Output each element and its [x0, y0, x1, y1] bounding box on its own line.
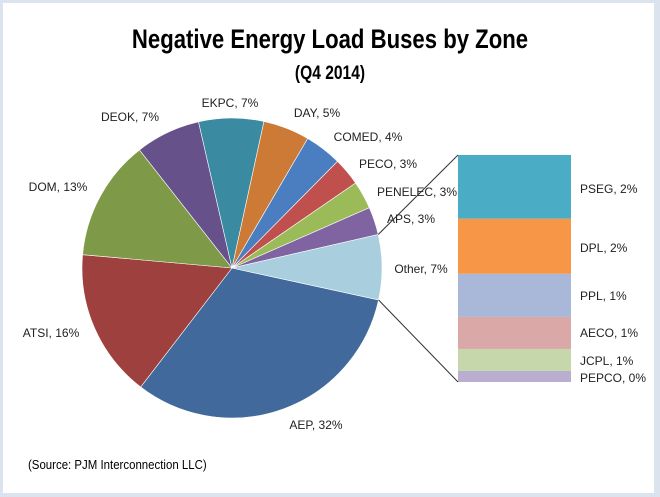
data-label-day: DAY, 5%: [294, 106, 341, 120]
bar-segment-jcpl: [458, 348, 571, 371]
pie-slice-other: [231, 234, 383, 301]
data-label-peco: PECO, 3%: [359, 157, 417, 171]
bar-segment-aeco: [458, 316, 571, 349]
data-label-comed: COMED, 4%: [334, 130, 403, 144]
data-label-atsi: ATSI, 16%: [23, 326, 80, 340]
data-label-aep: AEP, 32%: [289, 418, 342, 432]
data-label-penelec: PENELEC, 3%: [377, 185, 457, 199]
connector-line-top: [377, 154, 459, 235]
data-label-aps: APS, 3%: [387, 212, 435, 226]
bar-segment-pepco: [458, 370, 571, 382]
chart-subtitle: (Q4 2014): [294, 63, 366, 84]
bar-segment-dpl: [458, 218, 571, 274]
data-label-other: Other, 7%: [394, 262, 448, 276]
pie-slice-dom: [82, 149, 233, 269]
connector-line-bottom: [378, 299, 459, 383]
source-note: (Source: PJM Interconnection LLC): [28, 457, 207, 472]
bar-segment-ppl: [458, 273, 571, 317]
chart-title: Negative Energy Load Buses by Zone: [131, 24, 529, 54]
data-label-pseg: PSEG, 2%: [580, 182, 638, 196]
pie-slice-atsi: [81, 254, 233, 388]
data-label-jcpl: JCPL, 1%: [580, 354, 634, 368]
pie-slice-aep: [140, 267, 379, 419]
data-label-ppl: PPL, 1%: [580, 289, 627, 303]
data-label-aeco: AECO, 1%: [580, 326, 638, 340]
data-label-deok: DEOK, 7%: [101, 110, 159, 124]
bar-segment-pseg: [458, 155, 571, 219]
data-label-dom: DOM, 13%: [29, 180, 88, 194]
data-label-ekpc: EKPC, 7%: [202, 96, 259, 110]
data-label-pepco: PEPCO, 0%: [580, 371, 646, 385]
data-label-dpl: DPL, 2%: [580, 241, 628, 255]
